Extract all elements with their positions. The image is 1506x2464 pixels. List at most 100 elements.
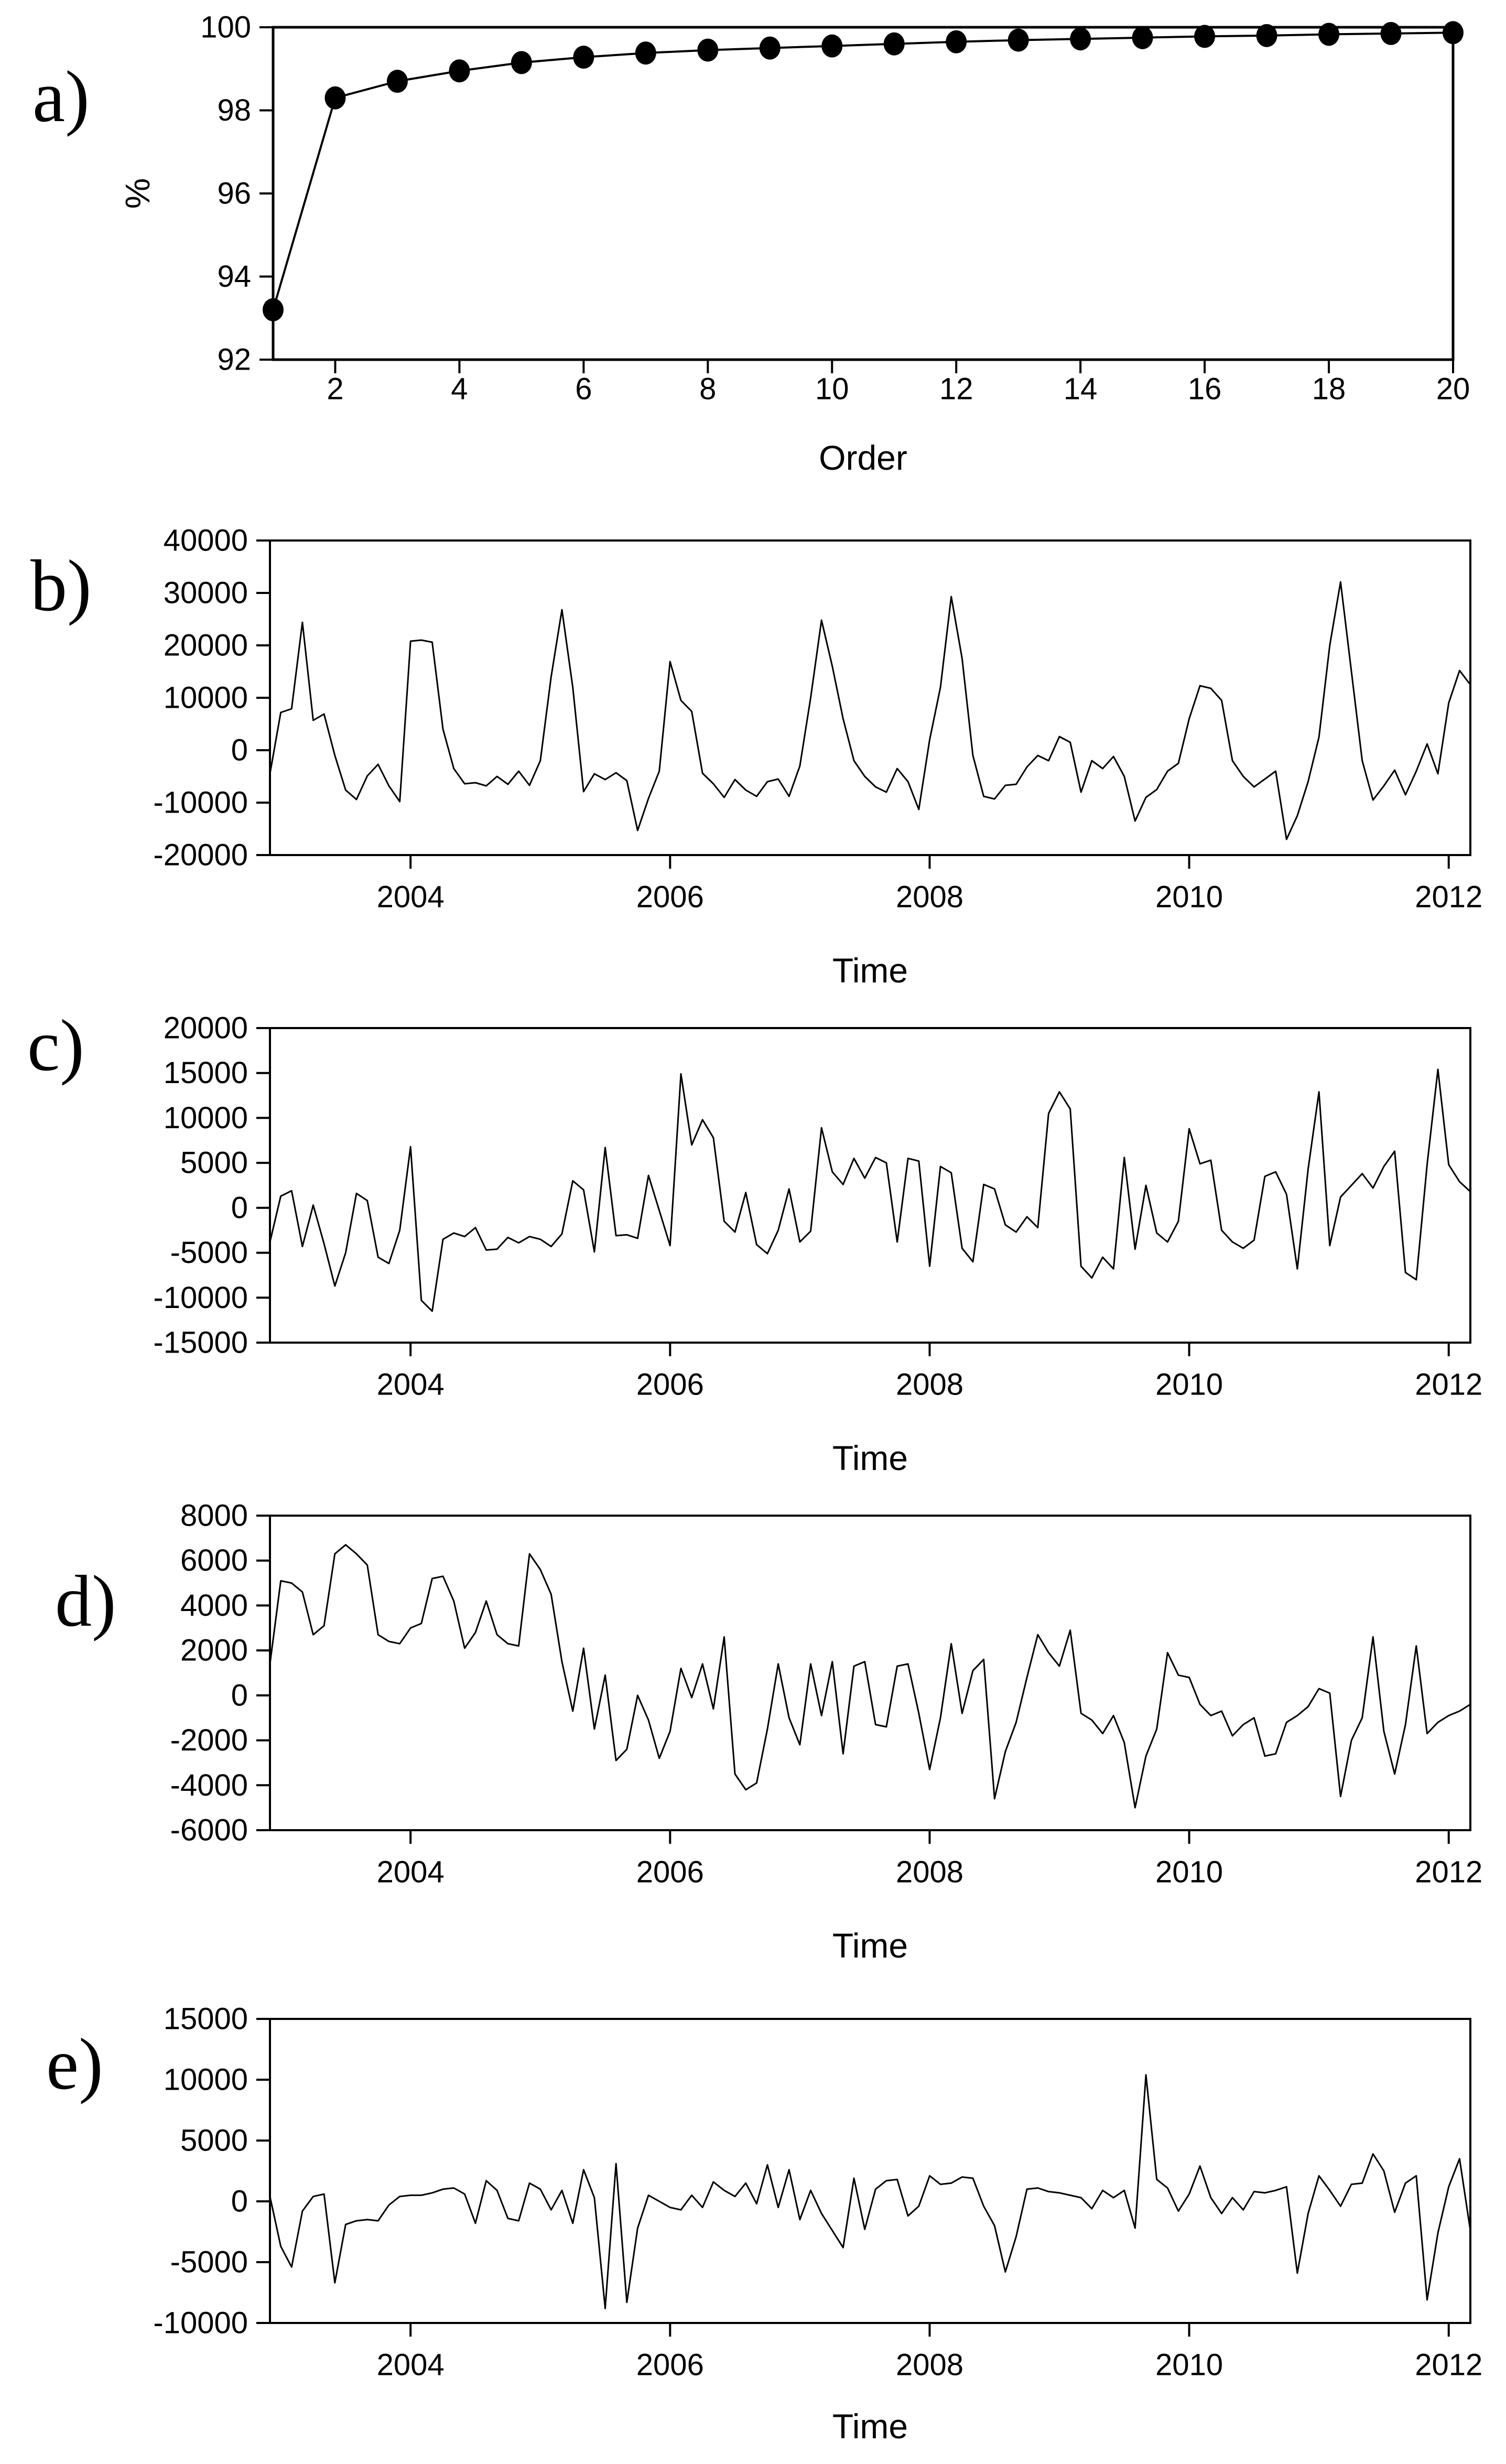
plot-frame bbox=[272, 26, 1455, 361]
x-tick-label: 2012 bbox=[1415, 1855, 1482, 1889]
x-axis-title: Time bbox=[832, 1926, 908, 1965]
panel-c-chart: 20000 15000 10000 5000 0 -5000 -10000 -15000 200… bbox=[153, 1011, 1482, 1478]
y-tick-label: 0 bbox=[231, 1191, 248, 1225]
x-tick-label: 2004 bbox=[377, 1855, 445, 1889]
x-axis-title: Time bbox=[832, 1439, 908, 1477]
y-tick-label: 94 bbox=[217, 260, 251, 294]
y-tick-label: 15000 bbox=[164, 1056, 248, 1090]
y-tick-label: 0 bbox=[231, 1678, 248, 1712]
y-tick-label: 2000 bbox=[180, 1634, 248, 1668]
panel-d-chart: 8000 6000 4000 2000 0 -2000 -4000 -6000 2004 2006… bbox=[170, 1499, 1483, 1965]
x-axis-title: Order bbox=[819, 438, 907, 477]
y-tick-label: 0 bbox=[231, 733, 248, 768]
y-tick-label: 40000 bbox=[164, 524, 248, 558]
x-tick-label: 20 bbox=[1436, 372, 1470, 406]
x-tick-label: 4 bbox=[451, 372, 468, 406]
data-point bbox=[511, 51, 532, 74]
data-point bbox=[324, 86, 346, 110]
panel-letter-d: d) bbox=[55, 1561, 116, 1642]
x-tick-label: 14 bbox=[1064, 372, 1098, 406]
y-tick-label: 0 bbox=[231, 2185, 248, 2219]
x-tick-label: 2 bbox=[327, 372, 343, 406]
panel-a-chart: 92 94 96 98 100 2 4 6 8 10 12 14 16 18 20 Order% bbox=[118, 10, 1470, 478]
x-tick-label: 2008 bbox=[896, 2348, 963, 2382]
x-tick-label: 2010 bbox=[1155, 880, 1223, 914]
y-tick-label: -4000 bbox=[170, 1768, 248, 1802]
y-tick-label: 100 bbox=[200, 10, 251, 45]
y-axis-title: % bbox=[118, 178, 157, 209]
y-tick-label: -10000 bbox=[153, 1281, 248, 1315]
data-point bbox=[821, 34, 843, 58]
series-line bbox=[269, 1068, 1471, 1312]
x-tick-label: 2004 bbox=[377, 880, 445, 914]
data-point bbox=[1007, 28, 1029, 52]
panel-b-chart: 40000 30000 20000 10000 0 -10000 -20000 2004 200… bbox=[153, 524, 1482, 990]
panel-e-chart: 15000 10000 5000 0 -5000 -10000 2004 2006 2008 20… bbox=[153, 2002, 1482, 2446]
x-tick-label: 8 bbox=[699, 372, 716, 406]
y-tick-label: 6000 bbox=[180, 1543, 248, 1577]
x-tick-label: 16 bbox=[1188, 372, 1222, 406]
y-tick-label: -10000 bbox=[153, 2306, 248, 2340]
data-point bbox=[263, 298, 284, 321]
data-point bbox=[635, 41, 656, 65]
y-tick-label: -2000 bbox=[170, 1723, 248, 1757]
data-point bbox=[1132, 26, 1153, 49]
x-tick-label: 6 bbox=[575, 372, 592, 406]
x-tick-label: 2006 bbox=[636, 1855, 704, 1889]
series-line bbox=[269, 2074, 1471, 2309]
y-tick-label: 98 bbox=[217, 93, 251, 127]
plot-frame bbox=[269, 1515, 1471, 1831]
y-tick-label: -10000 bbox=[153, 786, 248, 820]
y-tick-label: 10000 bbox=[164, 1101, 248, 1135]
y-tick-label: 10000 bbox=[164, 681, 248, 715]
data-point bbox=[1318, 23, 1340, 46]
x-tick-label: 2006 bbox=[636, 880, 704, 914]
data-point bbox=[883, 32, 905, 56]
y-tick-label: 5000 bbox=[180, 2124, 248, 2158]
y-tick-label: -6000 bbox=[170, 1813, 248, 1847]
panel-letter-a: a) bbox=[32, 56, 90, 137]
y-tick-label: 30000 bbox=[164, 576, 248, 610]
plot-frame bbox=[269, 2018, 1471, 2324]
y-tick-label: -5000 bbox=[170, 2245, 248, 2279]
y-tick-label: -15000 bbox=[153, 1326, 248, 1360]
panel-letter-e: e) bbox=[46, 2024, 103, 2105]
data-point bbox=[697, 38, 719, 62]
x-axis-title: Time bbox=[832, 2407, 908, 2446]
data-point bbox=[449, 59, 470, 83]
y-tick-label: 20000 bbox=[164, 1011, 248, 1045]
data-point bbox=[1380, 21, 1402, 45]
y-tick-label: 92 bbox=[217, 343, 251, 377]
x-tick-label: 2008 bbox=[896, 880, 963, 914]
data-point bbox=[1194, 25, 1216, 48]
x-tick-label: 2010 bbox=[1155, 1368, 1223, 1402]
data-point bbox=[946, 30, 967, 53]
x-tick-label: 2012 bbox=[1415, 880, 1482, 914]
series-line bbox=[269, 581, 1471, 840]
x-tick-label: 18 bbox=[1312, 372, 1346, 406]
y-tick-label: -20000 bbox=[153, 838, 248, 872]
panel-letter-c: c) bbox=[27, 1005, 84, 1086]
y-tick-label: -5000 bbox=[170, 1236, 248, 1270]
x-tick-label: 2006 bbox=[636, 2348, 704, 2382]
x-tick-label: 2012 bbox=[1415, 1368, 1482, 1402]
plot-frame bbox=[269, 1027, 1471, 1344]
x-tick-label: 10 bbox=[815, 372, 849, 406]
x-tick-label: 12 bbox=[939, 372, 973, 406]
panel-letter-b: b) bbox=[30, 545, 92, 626]
x-tick-label: 2008 bbox=[896, 1368, 963, 1402]
data-point bbox=[1443, 21, 1464, 45]
y-tick-label: 20000 bbox=[164, 629, 248, 663]
y-tick-label: 15000 bbox=[164, 2002, 248, 2036]
x-tick-label: 2008 bbox=[896, 1855, 963, 1889]
plot-frame bbox=[269, 539, 1471, 856]
y-tick-label: 4000 bbox=[180, 1588, 248, 1623]
y-tick-label: 96 bbox=[217, 177, 251, 211]
data-point bbox=[759, 36, 781, 60]
data-point bbox=[386, 70, 408, 93]
x-tick-label: 2004 bbox=[377, 2348, 445, 2382]
data-point bbox=[1256, 24, 1277, 47]
x-axis-title: Time bbox=[832, 951, 908, 990]
